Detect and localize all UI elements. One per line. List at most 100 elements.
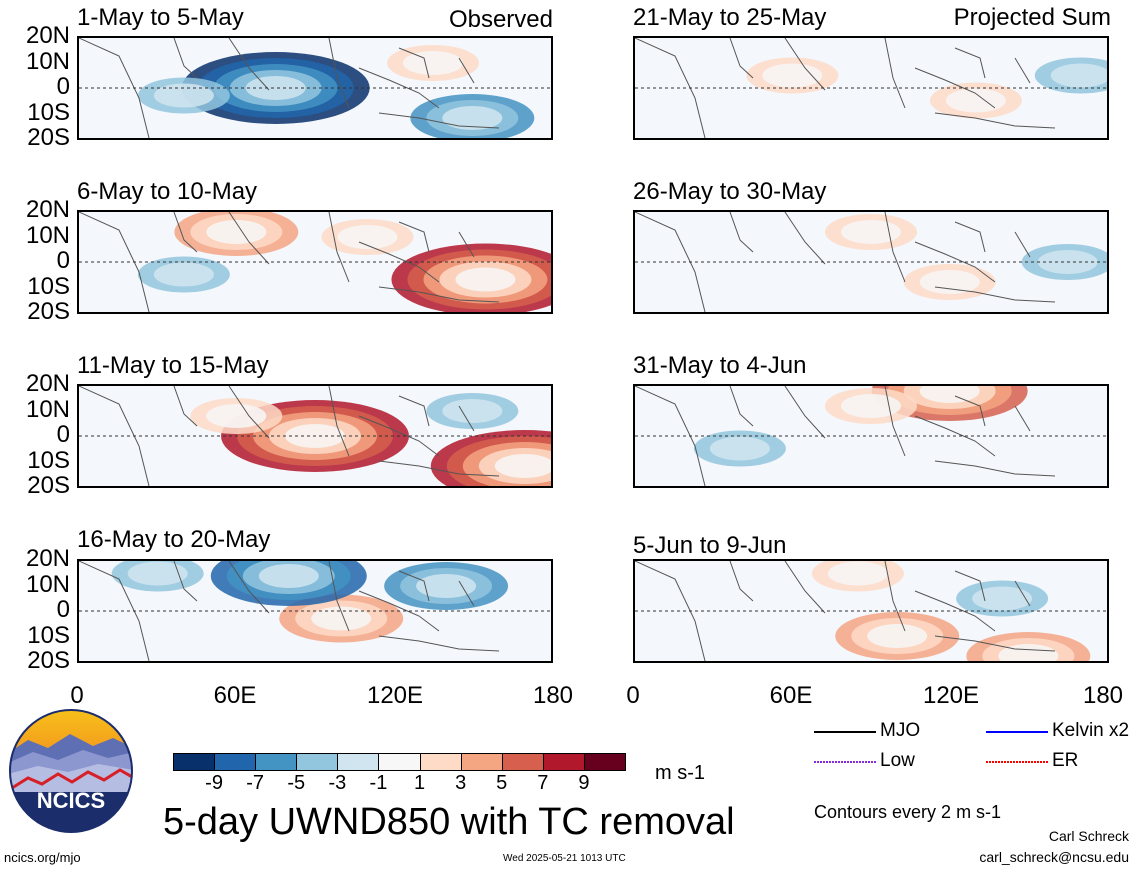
ytick-panel2-4: 20S (27, 298, 70, 325)
coastline-6 (954, 221, 986, 253)
colorbar-swatch (337, 753, 380, 771)
colorbar-swatch (501, 753, 544, 771)
colorbar-swatch (296, 753, 339, 771)
map-panel-left-2 (77, 210, 553, 314)
coastline-1 (729, 212, 754, 253)
anomaly-feature-2 (1050, 63, 1107, 88)
ytick-panel4-0: 20N (25, 545, 70, 572)
coastline-0 (635, 38, 706, 138)
coastline-1 (173, 212, 198, 253)
xtick-left-60e: 60E (213, 682, 257, 709)
anomaly-feature-0 (919, 386, 980, 403)
map-panel-right-2 (633, 210, 1109, 314)
coastline-0 (635, 386, 706, 486)
anomaly-feature-2 (442, 399, 503, 423)
map-panel-left-1 (77, 36, 553, 140)
logo-text: NCICS (36, 788, 106, 813)
legend-label-mjo: MJO (880, 720, 921, 741)
ytick-panel3-0: 20N (25, 370, 70, 397)
coastline-1 (729, 561, 754, 602)
coastline-7 (458, 580, 475, 607)
colorbar-swatch (419, 753, 462, 771)
anomaly-feature-0 (245, 76, 306, 100)
coastline-3 (884, 561, 906, 632)
colorbar-label: -7 (246, 772, 265, 794)
colorbar (173, 753, 626, 771)
ytick-panel4-3: 10S (27, 621, 70, 649)
xtick-right-120e: 120E (922, 682, 980, 709)
colorbar-label: -3 (328, 772, 347, 794)
coastline-0 (635, 212, 706, 312)
coastline-2 (228, 38, 270, 91)
coastline-1 (173, 386, 198, 427)
map-panel-left-4 (77, 559, 553, 663)
coastline-3 (328, 38, 350, 109)
legend-label-kelvin: Kelvin x2 (1052, 720, 1130, 741)
colorbar-swatch (583, 753, 626, 771)
anomaly-feature-0 (841, 220, 901, 244)
map-panel-right-3 (633, 384, 1109, 488)
coastline-4 (914, 590, 996, 632)
coastline-6 (954, 570, 986, 602)
anomaly-feature-1 (919, 270, 980, 294)
anomaly-feature-3 (337, 225, 398, 249)
coastline-7 (458, 405, 475, 432)
coastline-4 (358, 415, 440, 457)
coastline-3 (328, 561, 350, 632)
colorbar-swatch (378, 753, 421, 771)
anomaly-feature-0 (206, 220, 267, 244)
anomaly-feature-1 (455, 267, 516, 292)
observed-label: Observed (448, 6, 553, 33)
coastline-2 (228, 212, 270, 265)
anomaly-feature-0 (762, 63, 823, 88)
ytick-panel3-3: 10S (27, 446, 70, 474)
coastline-1 (729, 38, 754, 79)
coastline-7 (1014, 405, 1031, 432)
colorbar-label: -1 (369, 772, 388, 794)
panel-title-right-3: 31-May to 4-Jun (633, 352, 807, 379)
xtick-right-0: 0 (626, 682, 640, 709)
legend-label-low: Low (880, 750, 915, 771)
coastline-5 (378, 286, 500, 303)
panel-title-left-4: 16-May to 20-May (77, 526, 271, 553)
coastline-3 (884, 386, 906, 457)
coastline-6 (398, 570, 430, 602)
map-panel-right-1 (633, 36, 1109, 140)
anomaly-feature-2 (709, 436, 770, 461)
panel-title-right-1: 21-May to 25-May (633, 4, 827, 31)
coastline-3 (884, 38, 906, 109)
coastline-6 (954, 395, 986, 427)
coastline-6 (954, 47, 986, 79)
projected-label: Projected Sum (953, 4, 1111, 31)
coastline-1 (729, 386, 754, 427)
colorbar-label: 5 (496, 772, 508, 794)
coastline-4 (358, 241, 440, 283)
coastline-4 (914, 415, 996, 457)
coastline-7 (458, 57, 475, 84)
coastline-4 (914, 67, 996, 109)
coastline-2 (784, 38, 826, 91)
ytick-panel4-1: 10N (25, 570, 70, 598)
xtick-right-60e: 60E (769, 682, 813, 709)
coastline-0 (635, 561, 706, 661)
colorbar-label: -9 (205, 772, 223, 794)
coastline-4 (914, 241, 996, 283)
coastline-6 (398, 221, 430, 253)
anomaly-feature-3 (206, 404, 267, 428)
legend-label-er: ER (1052, 750, 1079, 771)
anomaly-feature-3 (442, 106, 503, 130)
xtick-right-180: 180 (1082, 682, 1124, 709)
coastline-0 (79, 38, 150, 138)
coastline-2 (228, 386, 270, 439)
panel-title-left-3: 11-May to 15-May (77, 352, 269, 379)
colorbar-label: 1 (413, 772, 426, 794)
xtick-left-0: 0 (70, 682, 84, 709)
anomaly-feature-0 (311, 606, 372, 631)
colorbar-label: 9 (578, 772, 590, 794)
coastline-0 (79, 561, 150, 661)
ytick-panel1-3: 10S (27, 98, 70, 126)
colorbar-swatch (173, 753, 216, 771)
colorbar-label: 3 (455, 772, 467, 794)
figure-title: 5-day UWND850 with TC removal (163, 801, 735, 843)
coastline-5 (378, 460, 500, 477)
